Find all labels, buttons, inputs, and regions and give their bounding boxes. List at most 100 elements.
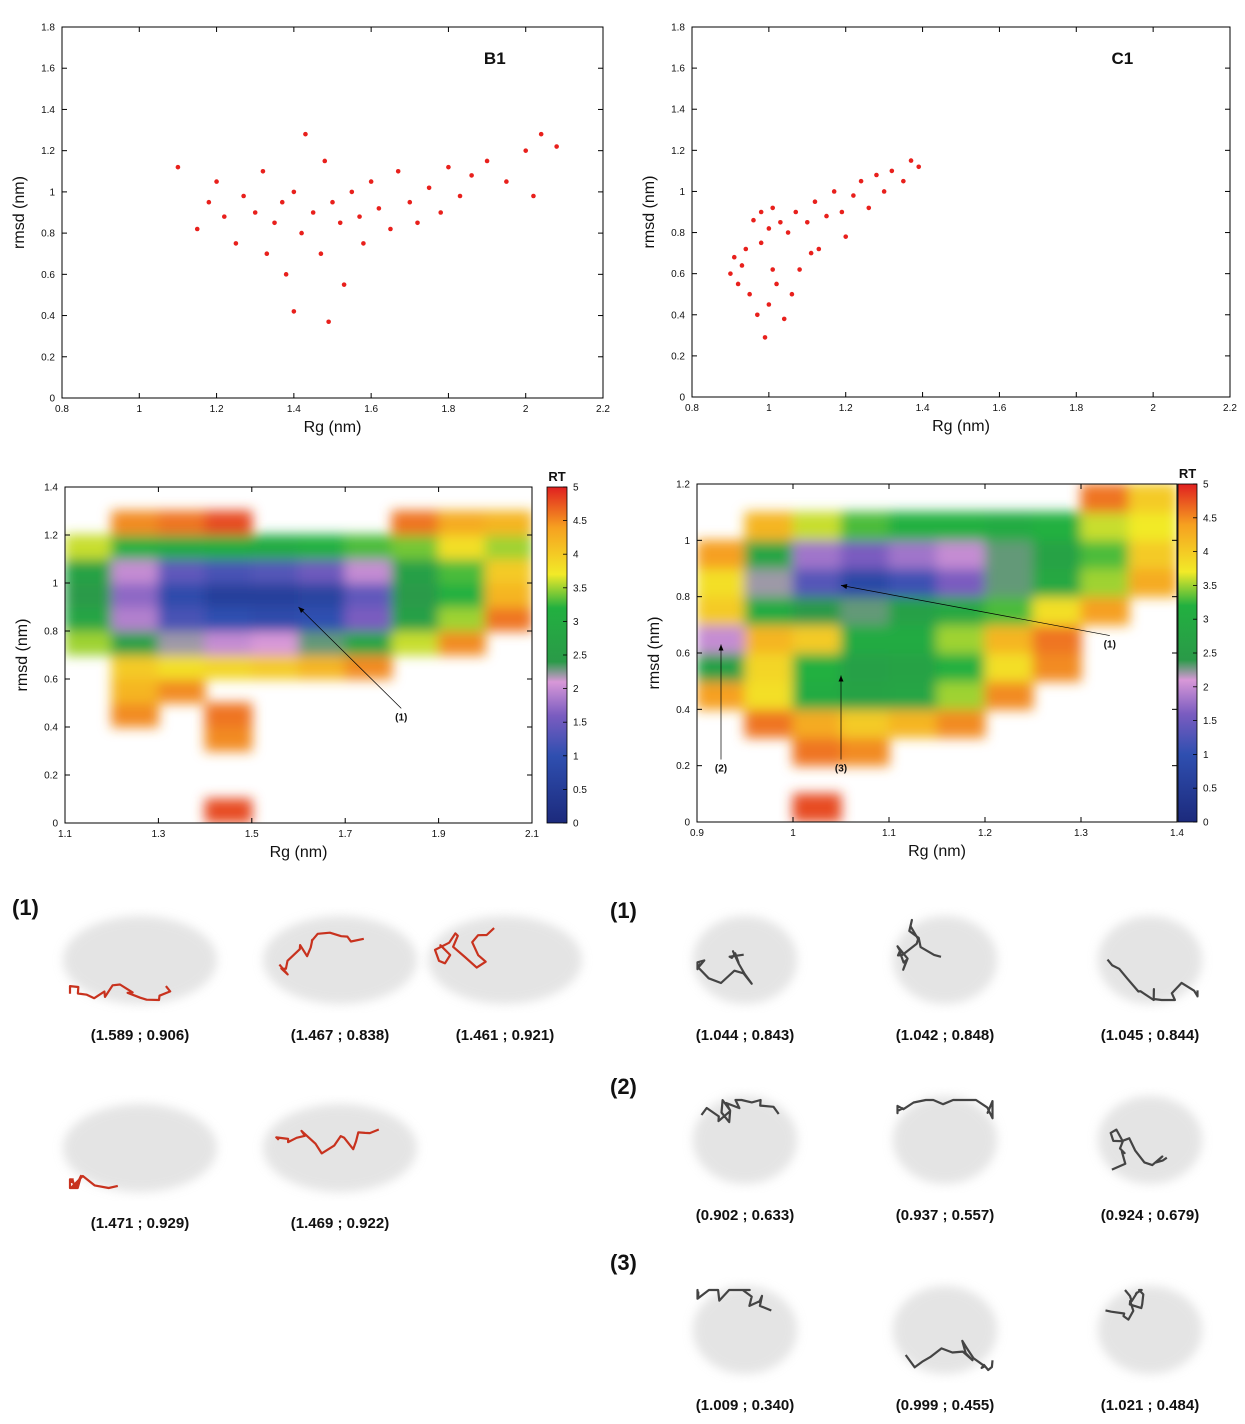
scatter-point [458,194,463,199]
scatter-point [736,282,741,287]
heatmap-cell [158,535,206,560]
heatmap-cell [985,681,1034,710]
y-tick-label: 0.6 [44,675,58,686]
heatmap-cell [205,511,253,536]
structure-image [63,916,217,1004]
heatmap-cell [345,583,393,608]
surface [63,916,217,1004]
surface [1098,1286,1203,1374]
scatter-point [350,190,355,195]
heatmap-cell [111,535,159,560]
heatmap-cell [251,607,299,632]
heatmap-cell [205,703,253,728]
colorbar-tick-label: 2 [573,684,579,695]
heatmap-cell [793,568,842,597]
scatter-point [728,271,733,276]
heatmap-cell [985,624,1034,653]
scatter-point [369,179,374,184]
heatmap-cell [438,559,486,584]
structure-caption: (1.021 ; 0.484) [1101,1397,1199,1414]
heatmap-cell [65,631,113,656]
y-tick-label: 0 [52,819,58,830]
scatter-point [790,292,795,297]
heatmap-cell [251,655,299,680]
heatmap-cell [745,624,794,653]
x-tick-label: 1.5 [245,829,259,840]
x-tick-label: 0.9 [690,828,704,839]
y-tick-label: 0.6 [41,270,55,281]
scatter-point [851,193,856,198]
scatter-point [415,221,420,226]
y-tick-label: 0.8 [671,228,685,239]
heatmap-cell [438,607,486,632]
scatter-point [793,210,798,215]
scatter-point [338,221,343,226]
heatmap [65,511,533,824]
y-axis-label: rmsd (nm) [14,619,31,692]
y-tick-label: 0.4 [676,705,690,716]
y-tick-label: 0.4 [671,310,685,321]
heatmap-cell [745,681,794,710]
heatmap-cell [65,535,113,560]
scatter-point [299,231,304,236]
scatter-point [774,282,779,287]
heatmap-cell [937,681,986,710]
heatmap-cell [745,709,794,738]
heatmap-cell [841,709,890,738]
heatmap-cell [745,596,794,625]
surface [263,1104,417,1192]
y-tick-label: 1.4 [41,105,55,116]
structure-image [263,916,417,1004]
heatmap-cell [298,655,346,680]
heatmap-cell [205,583,253,608]
structure-caption: (0.924 ; 0.679) [1101,1207,1199,1224]
scatter-point [539,132,544,137]
y-tick-label: 0.2 [44,771,58,782]
scatter-point [292,190,297,195]
colorbar-tick-label: 5 [1203,480,1209,491]
heatmap-cell [793,512,842,541]
scatter-point [234,241,239,246]
scatter-point [319,251,324,256]
heatmap-cell [485,511,533,536]
x-tick-label: 1.4 [916,403,930,414]
heatmap-cell [793,709,842,738]
y-tick-label: 0.2 [671,351,685,362]
x-tick-label: 0.8 [685,403,699,414]
heatmap-cell [391,535,439,560]
heatmap-cell [298,559,346,584]
x-tick-label: 1.3 [151,829,165,840]
heatmap-cell [793,540,842,569]
x-axis-label: Rg (nm) [304,419,362,436]
x-tick-label: 1 [766,403,772,414]
scatter-point [759,210,764,215]
y-axis-label: rmsd (nm) [646,617,663,690]
scatter-point [805,220,810,225]
colorbar-tick-label: 1.5 [573,718,587,729]
plot-frame [692,27,1230,397]
heatmap-cell [158,607,206,632]
heatmap-cell [793,624,842,653]
heatmap-cell [793,596,842,625]
y-tick-label: 1 [684,536,690,547]
scatter-point [388,227,393,232]
colorbar-tick-label: 3 [573,617,579,628]
heatmap-cell [985,512,1034,541]
chart-panel: 00.511.522.533.544.55RT(1)(2)(3)0.911.11… [646,466,1217,860]
heatmap-cell [841,540,890,569]
colorbar-tick-label: 1 [1203,750,1209,761]
heatmap-cell [697,596,746,625]
structure-caption: (1.467 ; 0.838) [291,1027,389,1044]
heatmap-cell [985,540,1034,569]
x-tick-label: 1.6 [992,403,1006,414]
surface [893,916,998,1004]
scatter-point [744,247,749,252]
y-tick-label: 0 [684,818,690,829]
y-tick-label: 1 [49,187,55,198]
y-tick-label: 0.2 [41,352,55,363]
y-tick-label: 1.6 [671,64,685,75]
heatmap-cell [485,559,533,584]
scatter-point [241,194,246,199]
heatmap-cell [1033,512,1082,541]
heatmap-cell [158,559,206,584]
